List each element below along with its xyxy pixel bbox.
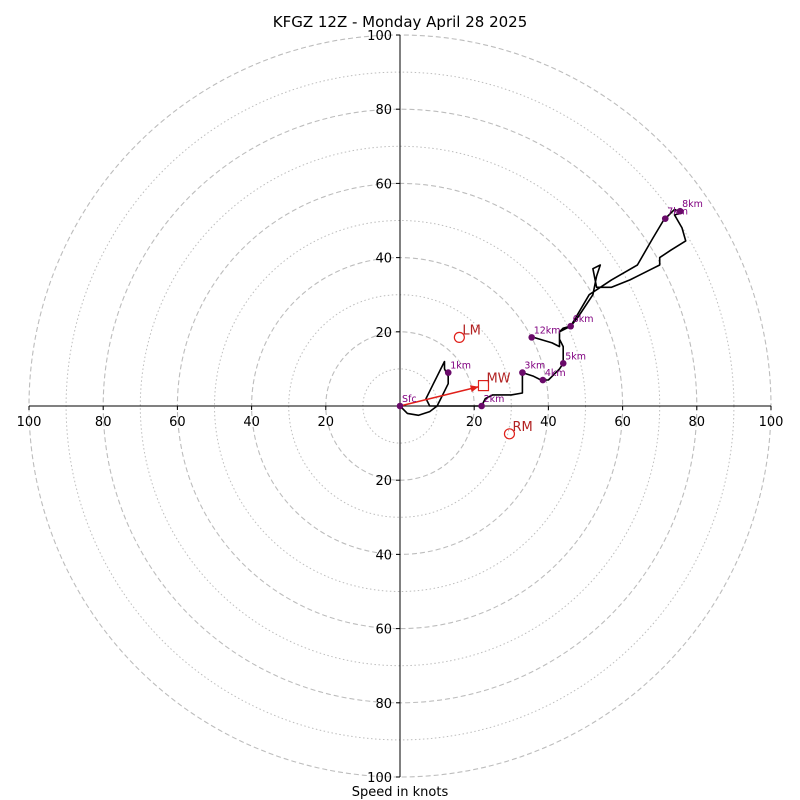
chart-title: KFGZ 12Z - Monday April 28 2025 bbox=[273, 13, 528, 31]
y-tick-label: 80 bbox=[375, 103, 392, 118]
x-tick-label: 20 bbox=[466, 415, 483, 430]
storm-motion-group: MW LM RM bbox=[399, 323, 533, 440]
x-axis-label: Speed in knots bbox=[352, 785, 449, 800]
height-marker-label: 4km bbox=[545, 368, 566, 379]
tick-labels: 100 80 60 40 20 20 40 60 80 100 100 80 60 40 20 20 40 60 8… bbox=[17, 29, 784, 786]
mean-wind-arrowhead bbox=[470, 385, 479, 393]
x-tick-label: 100 bbox=[17, 415, 42, 430]
x-tick-label: 40 bbox=[243, 415, 260, 430]
height-marker-dot bbox=[539, 376, 547, 384]
left-mover-label: LM bbox=[462, 323, 480, 338]
y-tick-label: 20 bbox=[375, 326, 392, 341]
y-tick-label: 60 bbox=[375, 177, 392, 192]
height-marker-dot bbox=[661, 215, 669, 222]
height-marker-label: 2km bbox=[484, 394, 505, 405]
height-marker-label: 8km bbox=[682, 199, 703, 210]
left-mover-marker bbox=[453, 331, 465, 343]
x-tick-label: 60 bbox=[614, 415, 631, 430]
mean-wind-vector bbox=[399, 386, 479, 407]
mean-wind-marker bbox=[477, 379, 490, 392]
height-marker-dot bbox=[519, 369, 526, 376]
height-marker-label: 12km bbox=[534, 325, 561, 336]
y-tick-label: 100 bbox=[367, 29, 392, 44]
y-tick-label: 40 bbox=[375, 252, 392, 267]
x-tick-label: 20 bbox=[318, 415, 335, 430]
x-tick-label: 100 bbox=[759, 415, 784, 430]
height-marker-label: Sfc bbox=[402, 394, 417, 405]
height-marker-dot bbox=[567, 322, 574, 330]
y-tick-label: 60 bbox=[375, 623, 392, 638]
height-marker-dot bbox=[478, 402, 485, 410]
hodograph-trace bbox=[399, 208, 687, 417]
height-markers: Sfc1km2km3km4km5km6km7km8km12km bbox=[396, 199, 703, 410]
height-marker-label: 5km bbox=[565, 351, 586, 362]
mean-wind-label: MW bbox=[486, 372, 510, 387]
height-marker-dot bbox=[396, 402, 404, 410]
height-marker-label: 1km bbox=[450, 361, 471, 372]
height-marker-dot bbox=[676, 207, 684, 215]
x-tick-label: 80 bbox=[95, 415, 112, 430]
y-tick-label: 80 bbox=[375, 697, 392, 712]
height-marker-label: 6km bbox=[573, 314, 594, 325]
hodograph-trace-group bbox=[399, 208, 687, 417]
height-marker-dot bbox=[444, 369, 452, 376]
height-marker-dot bbox=[559, 360, 567, 367]
height-marker-dot bbox=[528, 334, 536, 341]
height-marker-label: 3km bbox=[524, 361, 545, 372]
right-mover-label: RM bbox=[512, 420, 532, 435]
y-tick-label: 20 bbox=[375, 474, 392, 489]
y-tick-label: 100 bbox=[367, 771, 392, 786]
y-tick-label: 40 bbox=[375, 548, 392, 563]
right-mover-marker bbox=[503, 428, 516, 440]
x-tick-label: 80 bbox=[689, 415, 706, 430]
x-tick-label: 40 bbox=[540, 415, 557, 430]
x-tick-label: 60 bbox=[169, 415, 186, 430]
